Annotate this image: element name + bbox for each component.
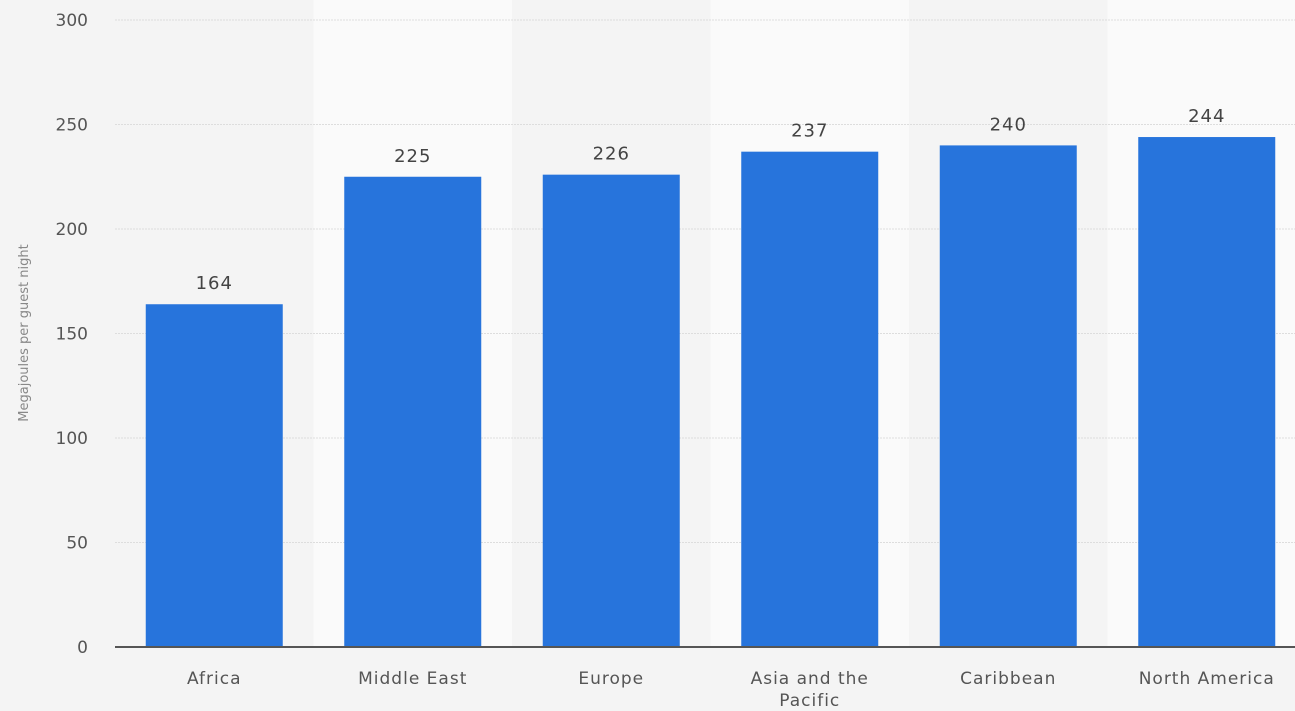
x-tick-label: North America	[1139, 669, 1275, 689]
x-tick-label: Caribbean	[960, 669, 1056, 689]
bar	[1138, 137, 1276, 648]
y-tick-label: 50	[66, 534, 88, 554]
value-labels: 164 225 226 237 240 244	[196, 106, 1225, 294]
bar	[145, 304, 283, 647]
x-tick-label: Africa	[187, 669, 242, 689]
gridlines	[115, 19, 1295, 543]
y-axis-title: Megajoules per guest night	[17, 244, 32, 421]
y-tick-label: 300	[56, 11, 88, 31]
value-label: 240	[990, 114, 1027, 135]
x-tick-label: Europe	[578, 669, 644, 689]
x-tick-label: Asia and the Pacific	[751, 669, 869, 711]
x-tick-label: Middle East	[358, 669, 467, 689]
y-axis-ticks: 0 50 100 150 200 250 300	[56, 11, 88, 658]
value-label: 237	[791, 121, 828, 142]
bar	[741, 151, 879, 648]
bar	[344, 176, 482, 647]
x-axis-labels: Africa Middle East Europe Asia and the Pacif…	[187, 669, 1275, 711]
y-tick-label: 150	[56, 325, 88, 345]
y-tick-label: 250	[56, 116, 88, 136]
bar	[939, 145, 1077, 647]
value-label: 226	[593, 144, 630, 165]
y-tick-label: 0	[77, 638, 88, 658]
value-label: 164	[196, 273, 233, 294]
bars	[145, 137, 1276, 648]
y-tick-label: 100	[56, 429, 88, 449]
value-label: 244	[1188, 106, 1225, 127]
bar	[542, 174, 680, 647]
y-tick-label: 200	[56, 220, 88, 240]
value-label: 225	[394, 146, 431, 167]
